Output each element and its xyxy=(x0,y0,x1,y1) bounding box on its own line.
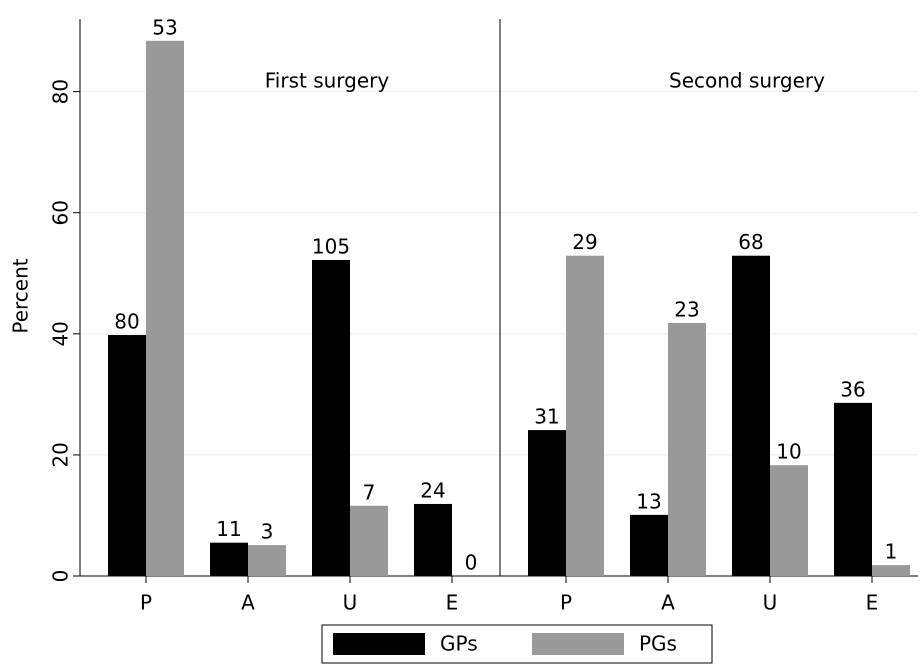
x-tick-label: U xyxy=(763,591,778,615)
data-label: 23 xyxy=(674,297,699,321)
y-tick-label: 40 xyxy=(49,321,73,346)
bar xyxy=(210,542,248,576)
x-tick-label: E xyxy=(866,591,879,615)
bar xyxy=(108,335,146,576)
data-label: 36 xyxy=(840,377,865,401)
bar xyxy=(414,503,452,576)
data-label: 0 xyxy=(465,551,478,575)
y-tick-label: 20 xyxy=(49,442,73,467)
x-tick-label: P xyxy=(140,591,152,615)
x-tick-label: A xyxy=(241,591,255,615)
bar xyxy=(312,259,350,576)
legend-swatch xyxy=(333,633,425,655)
data-label: 10 xyxy=(776,440,801,464)
data-label: 31 xyxy=(534,405,559,429)
bar xyxy=(834,402,872,576)
data-label: 11 xyxy=(216,517,241,541)
y-tick-label: 60 xyxy=(49,200,73,225)
legend-label: PGs xyxy=(639,632,677,656)
bar xyxy=(872,565,910,576)
data-label: 68 xyxy=(738,230,763,254)
y-tick-label: 0 xyxy=(49,570,73,583)
bar xyxy=(630,514,668,576)
data-label: 80 xyxy=(114,310,139,334)
data-label: 1 xyxy=(885,540,898,564)
panel-title: Second surgery xyxy=(669,69,825,93)
bar xyxy=(770,465,808,576)
x-tick-label: P xyxy=(560,591,572,615)
y-tick-label: 80 xyxy=(49,79,73,104)
legend-label: GPs xyxy=(440,632,478,656)
bar xyxy=(350,505,388,576)
bar xyxy=(146,40,184,576)
data-label: 24 xyxy=(420,478,445,502)
data-label: 29 xyxy=(572,230,597,254)
x-tick-label: A xyxy=(661,591,675,615)
x-tick-label: U xyxy=(343,591,358,615)
bar xyxy=(566,255,604,576)
data-label: 7 xyxy=(363,480,376,504)
legend-swatch xyxy=(532,633,624,655)
panel-title: First surgery xyxy=(265,69,390,93)
x-tick-label: E xyxy=(446,591,459,615)
bar xyxy=(528,430,566,576)
data-label: 3 xyxy=(261,520,274,544)
bar xyxy=(668,322,706,576)
data-label: 105 xyxy=(312,234,350,258)
bar xyxy=(732,255,770,576)
data-label: 13 xyxy=(636,489,661,513)
bar xyxy=(248,545,286,576)
y-axis-label: Percent xyxy=(9,258,33,333)
data-label: 53 xyxy=(152,15,177,39)
